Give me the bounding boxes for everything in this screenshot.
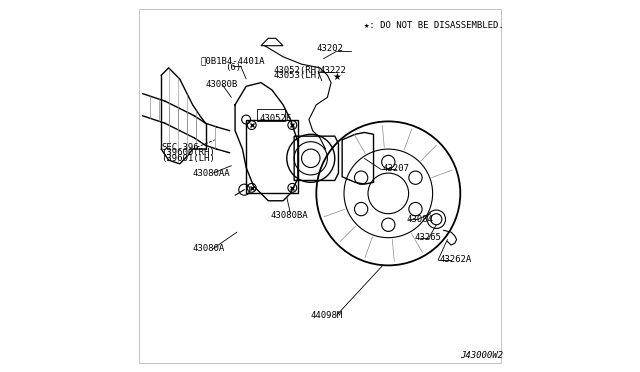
Text: J43000W2: J43000W2 (460, 351, 503, 360)
Text: ★: ★ (332, 72, 341, 82)
Text: SEC.396: SEC.396 (161, 143, 199, 152)
Text: 43265: 43265 (414, 233, 441, 242)
Text: 43222: 43222 (320, 66, 347, 75)
Text: 43052E: 43052E (260, 113, 292, 122)
Text: (39601(LH): (39601(LH) (161, 154, 215, 163)
Text: ★: DO NOT BE DISASSEMBLED.: ★: DO NOT BE DISASSEMBLED. (364, 21, 504, 30)
Text: 0B1B4-4401A: 0B1B4-4401A (201, 57, 266, 65)
Text: 43262A: 43262A (440, 255, 472, 264)
Text: 43052(RH): 43052(RH) (274, 66, 322, 75)
Text: 43080B: 43080B (205, 80, 238, 89)
Text: 43080A: 43080A (193, 244, 225, 253)
Text: 43084: 43084 (407, 215, 434, 224)
Text: 43080BA: 43080BA (270, 211, 308, 220)
Text: 43202: 43202 (316, 44, 343, 53)
Text: (6): (6) (225, 62, 241, 71)
Text: 43053(LH): 43053(LH) (274, 71, 322, 80)
Text: 43207: 43207 (383, 164, 410, 173)
Text: 44098M: 44098M (311, 311, 343, 320)
Text: (39600(RH): (39600(RH) (161, 148, 215, 157)
Text: 43080AA: 43080AA (193, 169, 230, 177)
